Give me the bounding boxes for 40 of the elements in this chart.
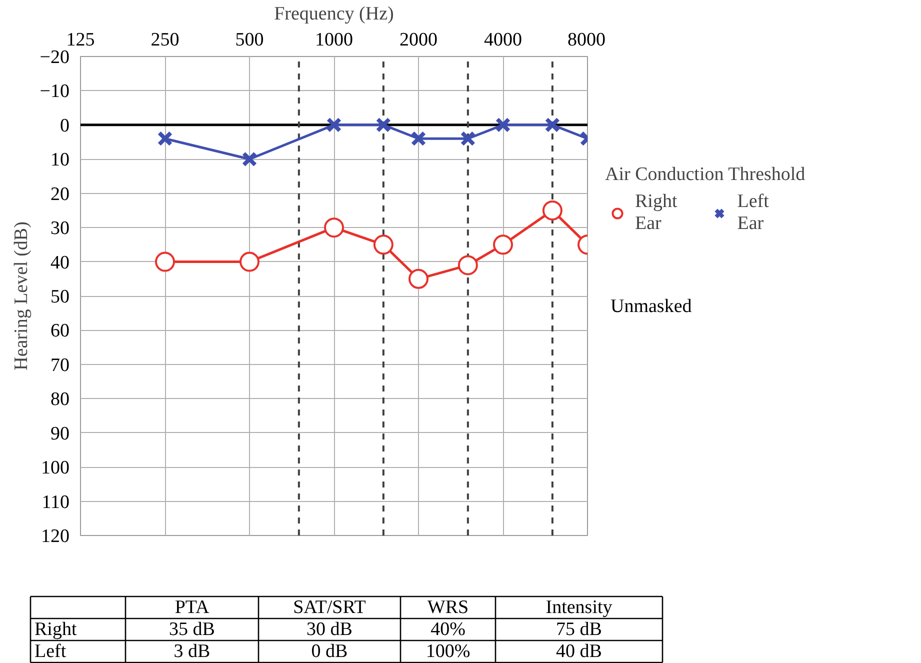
y-tick-label: 10 bbox=[50, 150, 70, 171]
text: 75 dB bbox=[556, 619, 602, 640]
legend-label: Right Ear bbox=[635, 191, 678, 235]
text: 40 dB bbox=[556, 641, 602, 662]
text: Unmasked bbox=[610, 296, 692, 317]
text: 100% bbox=[426, 641, 470, 662]
text: 3 dB bbox=[174, 641, 210, 662]
x-tick-label: 1000 bbox=[315, 30, 353, 50]
y-tick-label: 60 bbox=[50, 320, 70, 342]
text: Intensity bbox=[546, 597, 613, 618]
x-tick-label: 2000 bbox=[400, 30, 438, 50]
text: SAT/SRT bbox=[293, 597, 366, 618]
text: 40% bbox=[430, 619, 466, 640]
x-tick-label: 8000 bbox=[568, 30, 606, 50]
x-tick-label: 250 bbox=[150, 30, 180, 50]
y-tick-label: 100 bbox=[41, 458, 70, 479]
text: Right bbox=[34, 619, 78, 640]
y-tick-label: 70 bbox=[50, 354, 70, 376]
text: WRS bbox=[427, 597, 469, 618]
text: PTA bbox=[174, 597, 210, 618]
y-tick-label: 0 bbox=[60, 115, 70, 136]
y-tick-label: 50 bbox=[50, 286, 70, 308]
x-axis-title: Frequency (Hz) bbox=[274, 4, 394, 24]
y-tick-label: 40 bbox=[50, 252, 70, 274]
y-tick-label: 90 bbox=[50, 423, 70, 444]
y-tick-label: 30 bbox=[50, 218, 70, 240]
x-tick-label: 4000 bbox=[484, 30, 522, 50]
text: 30 dB bbox=[306, 619, 352, 640]
y-tick-label: −10 bbox=[40, 81, 70, 102]
legend-label: Left Ear bbox=[737, 191, 769, 235]
legend-title: Air Conduction Threshold bbox=[605, 164, 806, 186]
x-tick-label: 500 bbox=[235, 30, 264, 50]
y-tick-label: 110 bbox=[42, 492, 70, 513]
y-tick-label: 80 bbox=[50, 389, 70, 410]
y-tick-label: 120 bbox=[41, 526, 70, 547]
text: Left bbox=[34, 641, 67, 662]
text: 35 dB bbox=[169, 619, 215, 640]
y-axis-title: Hearing Level (dB) bbox=[10, 222, 32, 370]
y-tick-label: 20 bbox=[50, 184, 70, 205]
text: 0 dB bbox=[311, 641, 348, 662]
